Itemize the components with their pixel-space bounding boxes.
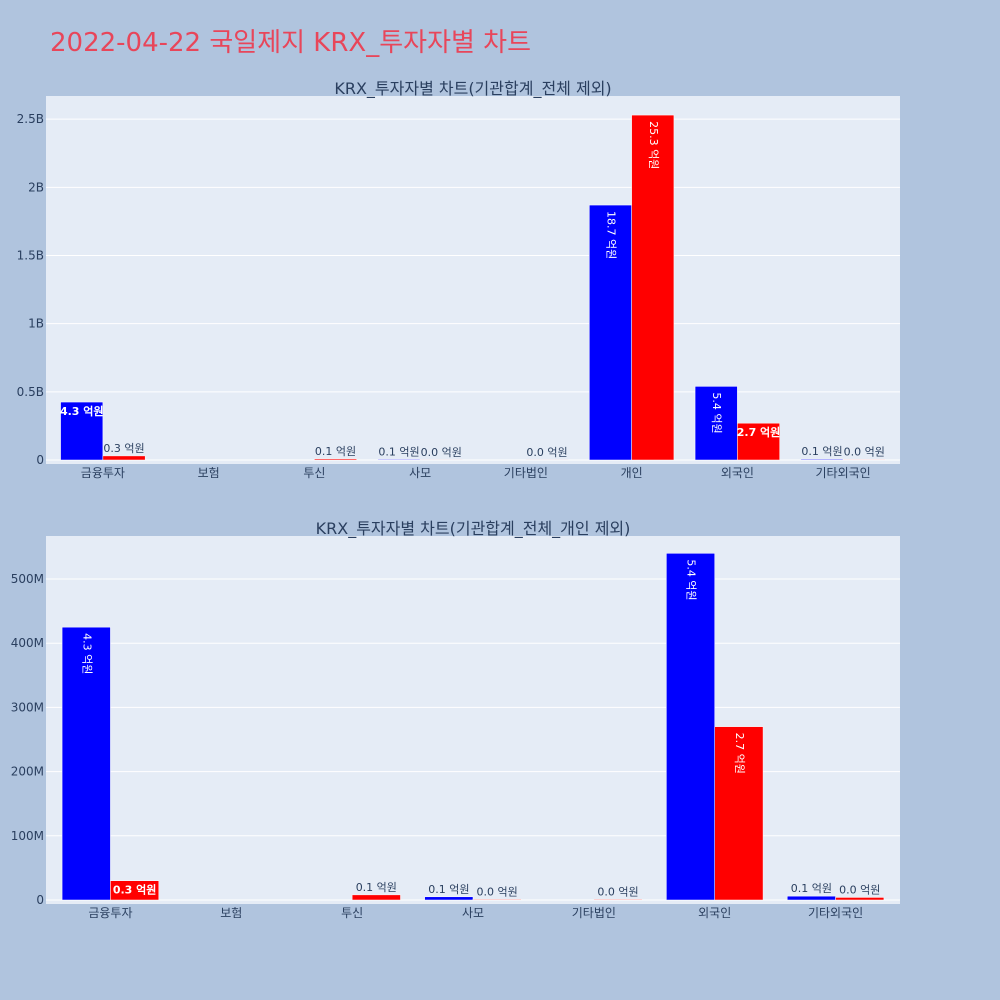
x-tick-label: 사모 [462, 906, 484, 920]
y-tick-label: 0 [36, 453, 44, 467]
y-tick-label: 300M [11, 700, 44, 714]
sell-bar [631, 114, 675, 461]
bar-value-label: 2.7 억원 [737, 425, 781, 439]
buy-bar [589, 204, 632, 461]
x-tick-label: 금융투자 [88, 906, 132, 920]
y-tick-label: 200M [11, 765, 44, 779]
x-tick-label: 기타외국인 [808, 906, 863, 920]
y-tick-label: 100M [11, 829, 44, 843]
y-tick-label: 0.5B [17, 385, 44, 399]
sell-bar [835, 897, 885, 901]
x-tick-label: 기타외국인 [816, 466, 871, 480]
bar-value-label: 0.0 억원 [844, 445, 885, 458]
y-tick-label: 1B [28, 317, 44, 331]
buy-bar [424, 896, 474, 901]
bar-value-label: 0.1 억원 [378, 445, 419, 458]
x-tick-label: 사모 [409, 466, 431, 480]
y-tick-label: 400M [11, 636, 44, 650]
buy-bar [694, 386, 738, 461]
y-tick-label: 500M [11, 572, 44, 586]
y-tick-label: 1.5B [17, 249, 44, 263]
bar-value-label: 5.4 억원 [685, 559, 698, 600]
buy-bar [61, 626, 111, 901]
bar-value-label: 2.7 억원 [733, 733, 746, 774]
y-tick-label: 0 [36, 893, 44, 907]
sell-bar [110, 880, 160, 901]
bar-value-label: 0.0 억원 [477, 885, 518, 898]
bar-value-label: 0.0 억원 [839, 883, 880, 896]
plot-area [46, 536, 900, 904]
x-tick-label: 보험 [198, 466, 220, 480]
x-tick-label: 외국인 [721, 466, 754, 480]
bar-value-label: 0.1 억원 [801, 445, 842, 458]
bar-value-label: 0.1 억원 [356, 881, 397, 894]
chart-title: KRX_투자자별 차트(기관합계_전체_개인 제외) [316, 519, 631, 539]
y-tick-label: 2.5B [17, 112, 44, 126]
sell-bar [714, 726, 764, 901]
bar-value-label: 0.1 억원 [791, 882, 832, 895]
page-title: 2022-04-22 국일제지 KRX_투자자별 차트 [50, 28, 532, 58]
buy-bar [60, 401, 104, 461]
bar-value-label: 0.1 억원 [315, 445, 356, 458]
sell-bar [102, 455, 146, 461]
sell-bar [472, 899, 522, 901]
x-tick-label: 투신 [341, 906, 363, 920]
bar-value-label: 4.3 억원 [60, 404, 104, 418]
bar-value-label: 0.3 억원 [113, 883, 157, 897]
sell-bar [737, 422, 780, 461]
sell-bar [842, 459, 886, 461]
x-tick-label: 기타법인 [504, 466, 548, 480]
chart-title: KRX_투자자별 차트(기관합계_전체 제외) [334, 79, 611, 99]
sell-bar [593, 899, 643, 901]
sell-bar [314, 458, 357, 461]
bar-value-label: 0.0 억원 [421, 446, 462, 459]
bar-value-label: 0.1 억원 [428, 883, 469, 896]
x-tick-label: 개인 [621, 466, 643, 480]
sell-bar [351, 894, 401, 901]
x-tick-label: 외국인 [698, 906, 731, 920]
buy-bar [786, 895, 836, 901]
bar-value-label: 4.3 억원 [80, 633, 93, 674]
bar-value-label: 0.3 억원 [103, 442, 144, 455]
bar-value-label: 5.4 억원 [710, 392, 723, 433]
x-tick-label: 기타법인 [572, 906, 616, 920]
x-tick-label: 금융투자 [81, 466, 125, 480]
bar-value-label: 0.0 억원 [597, 885, 638, 898]
plot-area [46, 96, 900, 464]
y-tick-label: 2B [28, 180, 44, 194]
x-tick-label: 보험 [220, 906, 242, 920]
bar-value-label: 18.7 억원 [604, 211, 617, 259]
bar-value-label: 25.3 억원 [647, 121, 660, 169]
bar-value-label: 0.0 억원 [526, 446, 567, 459]
buy-bar [666, 553, 715, 901]
x-tick-label: 투신 [303, 466, 325, 480]
